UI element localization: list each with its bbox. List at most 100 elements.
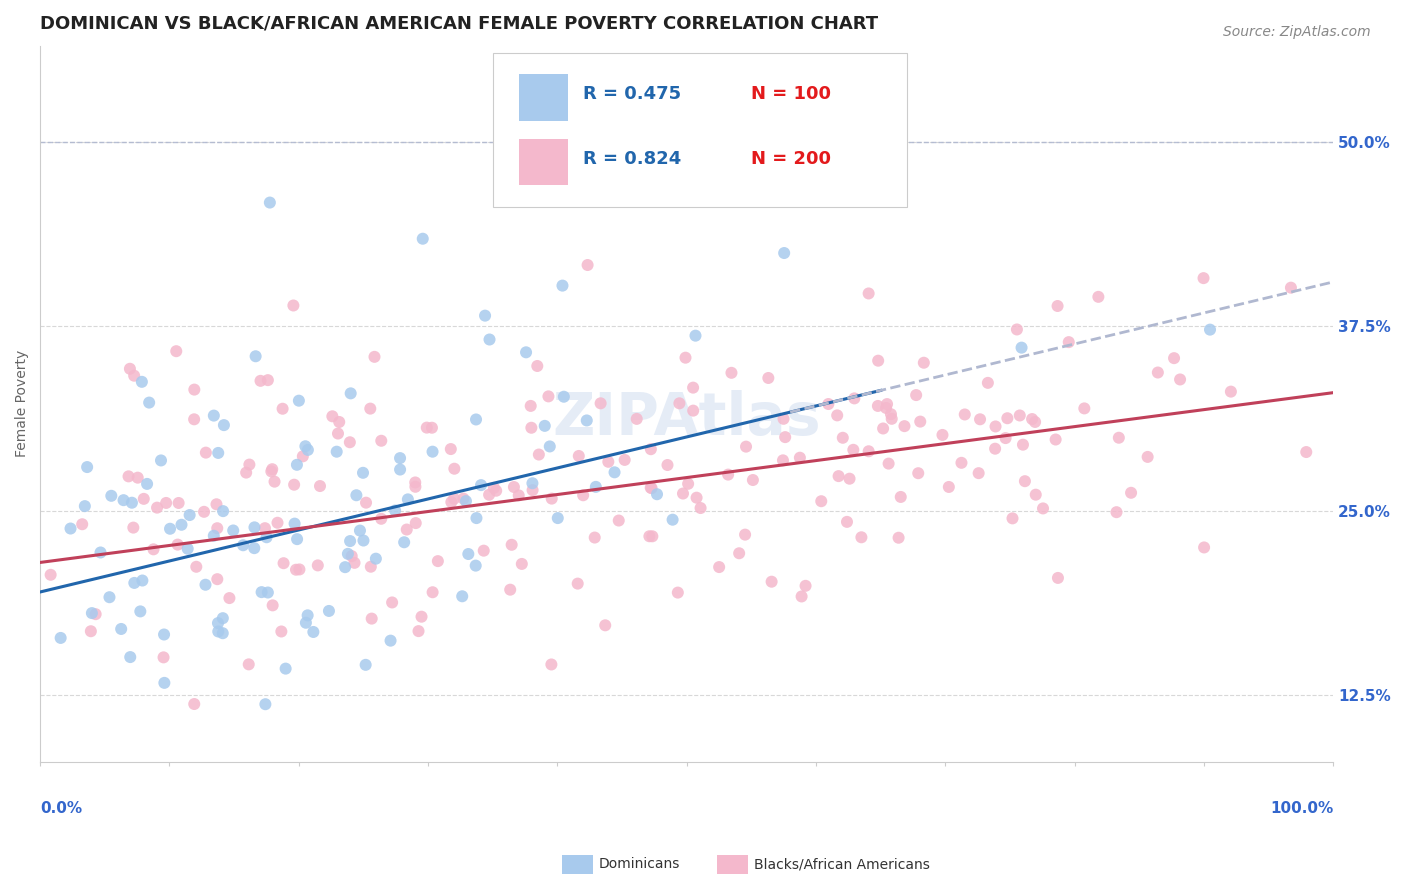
Point — [994, 431, 1017, 445]
Point — [207, 624, 229, 639]
Point — [152, 650, 174, 665]
Point — [689, 501, 711, 516]
Point — [984, 419, 1007, 434]
Point — [254, 697, 277, 711]
Point — [858, 444, 880, 458]
Point — [603, 465, 626, 479]
Point — [641, 529, 664, 543]
Point — [283, 477, 305, 491]
Point — [98, 591, 121, 605]
Point — [967, 466, 990, 480]
Point — [1136, 450, 1159, 464]
Point — [640, 481, 662, 495]
Point — [880, 412, 903, 426]
Point — [285, 563, 308, 577]
Point — [205, 497, 228, 511]
Point — [291, 450, 314, 464]
Point — [835, 515, 858, 529]
Point — [359, 401, 381, 416]
Point — [666, 585, 689, 599]
Point — [253, 521, 276, 535]
Point — [360, 559, 382, 574]
Point — [422, 585, 444, 599]
Point — [138, 395, 160, 409]
Point — [761, 574, 783, 589]
Text: Dominicans: Dominicans — [599, 857, 681, 871]
Point — [443, 461, 465, 475]
Point — [122, 520, 145, 534]
Point — [117, 469, 139, 483]
Point — [593, 618, 616, 632]
Point — [1046, 299, 1069, 313]
Point — [817, 397, 839, 411]
Point — [274, 662, 297, 676]
Point — [572, 488, 595, 502]
Point — [668, 396, 690, 410]
Point — [307, 558, 329, 573]
Point — [262, 599, 284, 613]
Point — [1021, 412, 1043, 426]
Point — [772, 453, 794, 467]
Point — [717, 467, 740, 482]
Y-axis label: Female Poverty: Female Poverty — [15, 350, 30, 458]
Point — [325, 444, 347, 458]
Point — [284, 516, 307, 531]
Point — [510, 557, 533, 571]
Point — [485, 483, 508, 498]
Point — [443, 491, 465, 506]
FancyBboxPatch shape — [492, 53, 907, 207]
Point — [1045, 433, 1067, 447]
Point — [426, 554, 449, 568]
Point — [540, 657, 562, 672]
Point — [682, 381, 704, 395]
Point — [243, 520, 266, 534]
Point — [734, 527, 756, 541]
Point — [931, 428, 953, 442]
Point — [132, 491, 155, 506]
Point — [707, 560, 730, 574]
Point — [1163, 351, 1185, 366]
Point — [285, 458, 308, 472]
Point — [969, 412, 991, 426]
Point — [950, 456, 973, 470]
Point — [872, 421, 894, 435]
Point — [527, 448, 550, 462]
Point — [389, 462, 412, 476]
Point — [1024, 415, 1046, 429]
Point — [159, 522, 181, 536]
Point — [907, 466, 929, 480]
Point — [155, 496, 177, 510]
Point — [789, 450, 811, 465]
Point — [266, 516, 288, 530]
Point — [183, 412, 205, 426]
Point — [508, 488, 530, 502]
Point — [953, 408, 976, 422]
Point — [408, 624, 430, 639]
Point — [194, 445, 217, 459]
Point — [370, 434, 392, 448]
Point — [790, 590, 813, 604]
Point — [526, 359, 548, 373]
Point — [645, 487, 668, 501]
Point — [842, 442, 865, 457]
Point — [547, 511, 569, 525]
Point — [827, 469, 849, 483]
Point — [640, 442, 662, 457]
Point — [294, 439, 316, 453]
Point — [1032, 501, 1054, 516]
Point — [875, 401, 897, 415]
Point — [118, 361, 141, 376]
Point — [520, 421, 543, 435]
Point — [250, 585, 273, 599]
Point — [238, 458, 260, 472]
Bar — [519, 74, 568, 120]
Point — [212, 504, 235, 518]
Point — [682, 403, 704, 417]
Point — [326, 426, 349, 441]
Point — [1012, 438, 1035, 452]
Point — [295, 615, 318, 630]
Point — [1073, 401, 1095, 416]
Point — [422, 444, 444, 458]
Point — [328, 415, 350, 429]
Point — [136, 476, 159, 491]
